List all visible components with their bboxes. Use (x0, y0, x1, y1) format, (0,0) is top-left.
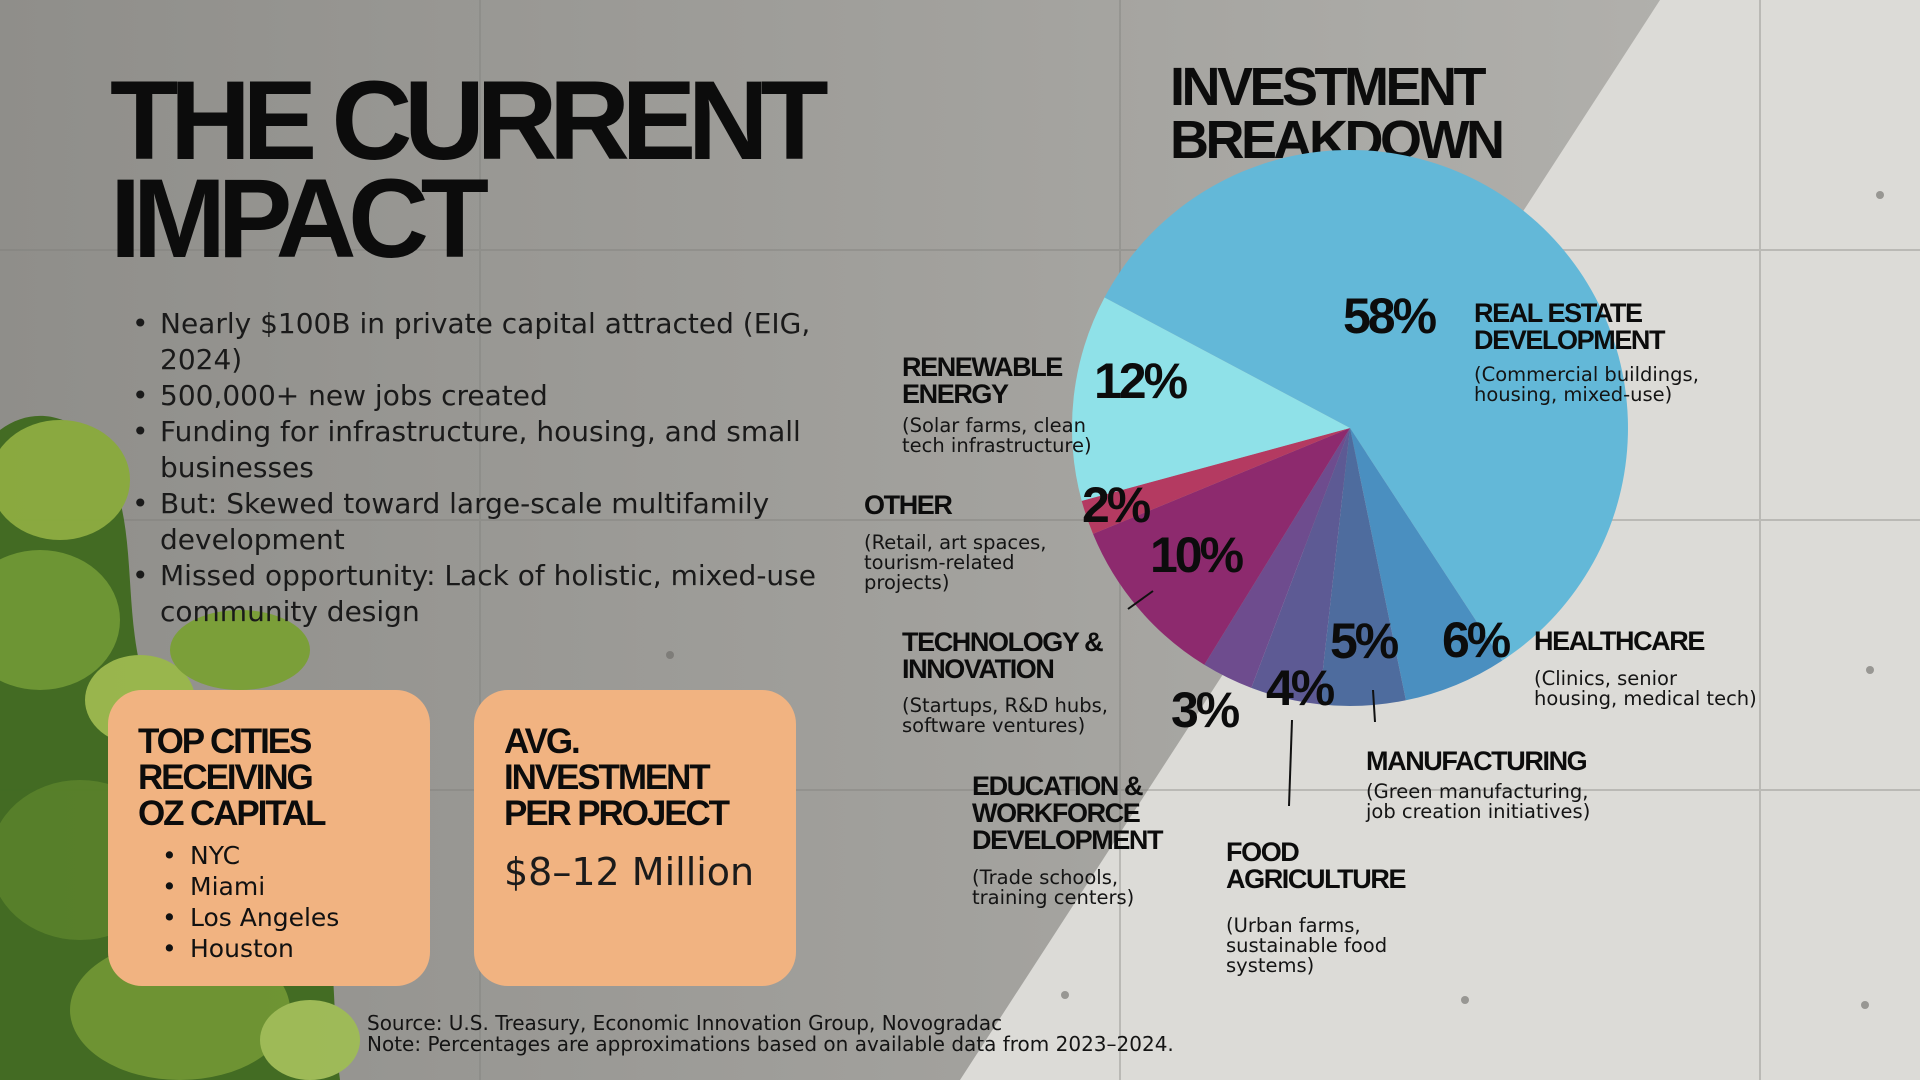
slice-label: REAL ESTATE (1474, 298, 1642, 328)
card-title-line: RECEIVING (138, 758, 314, 797)
slice-percent: 4% (1266, 660, 1335, 716)
slice-label: OTHER (864, 490, 952, 520)
slice-description: tech infrastructure) (902, 434, 1092, 457)
slice-label: EDUCATION & (972, 771, 1143, 801)
slice-description: systems) (1226, 954, 1314, 977)
slice-description: (Green manufacturing, (1366, 780, 1588, 803)
pie-slices (1071, 149, 1628, 707)
leader-line (1372, 689, 1376, 723)
note-line: Note: Percentages are approximations bas… (367, 1032, 1174, 1056)
pie-slice (1071, 297, 1350, 501)
city-item: Miami (162, 871, 339, 902)
bullet-item: Nearly $100B in private capital attracte… (128, 306, 888, 378)
city-item: Los Angeles (162, 902, 339, 933)
impact-bullet-list: Nearly $100B in private capital attracte… (128, 306, 888, 630)
slice-description: (Startups, R&D hubs, (902, 694, 1108, 717)
slice-description: training centers) (972, 886, 1134, 909)
card-title-line: INVESTMENT (504, 758, 711, 797)
slice-label: INNOVATION (902, 654, 1054, 684)
city-item: Houston (162, 933, 339, 964)
title-line: THE CURRENT (110, 58, 829, 183)
pie-slice (1093, 428, 1350, 665)
cities-list: NYC Miami Los Angeles Houston (162, 840, 339, 964)
chart-title-line: INVESTMENT (1170, 57, 1487, 117)
source-note: Source: U.S. Treasury, Economic Innovati… (367, 1013, 1174, 1055)
slice-description: sustainable food (1226, 934, 1387, 957)
slice-label: MANUFACTURING (1366, 746, 1587, 776)
slice-description: projects) (864, 571, 949, 594)
top-cities-title: TOP CITIES RECEIVING OZ CAPITAL (138, 722, 326, 833)
slice-description: (Trade schools, (972, 866, 1118, 889)
pie-slice (1081, 428, 1350, 534)
slice-description: (Commercial buildings, (1474, 363, 1699, 386)
pie-slice (1319, 428, 1406, 707)
pie-slice (1350, 428, 1503, 701)
avg-investment-card: AVG. INVESTMENT PER PROJECT $8–12 Millio… (474, 690, 796, 986)
slice-label: DEVELOPMENT (972, 825, 1164, 855)
leader-lines (1127, 590, 1376, 807)
slice-percent: 5% (1330, 613, 1399, 669)
chart-title: INVESTMENT BREAKDOWN (1170, 57, 1505, 170)
slice-description: (Clinics, senior (1534, 667, 1678, 690)
card-title-line: TOP CITIES (138, 722, 312, 761)
slice-description: (Urban farms, (1226, 914, 1361, 937)
slice-label: WORKFORCE (972, 798, 1140, 828)
pie-slice (1204, 428, 1350, 688)
leader-line (1288, 719, 1293, 807)
slice-percent: 12% (1094, 353, 1188, 409)
page-title: THE CURRENT IMPACT (110, 65, 829, 275)
slice-label: HEALTHCARE (1534, 626, 1704, 656)
leader-line (1127, 590, 1154, 610)
slice-label: DEVELOPMENT (1474, 325, 1666, 355)
slice-percent: 10% (1150, 527, 1244, 583)
slice-label: ENERGY (902, 379, 1009, 409)
slice-description: housing, mixed-use) (1474, 383, 1672, 406)
slice-percent: 3% (1171, 682, 1240, 738)
avg-investment-title: AVG. INVESTMENT PER PROJECT (504, 722, 730, 833)
city-item: NYC (162, 840, 339, 871)
slice-description: job creation initiatives) (1365, 800, 1590, 823)
slice-percent: 58% (1343, 288, 1437, 344)
slice-label: AGRICULTURE (1226, 864, 1405, 894)
slice-description: software ventures) (902, 714, 1085, 737)
bullet-item: Missed opportunity: Lack of holistic, mi… (128, 558, 888, 630)
avg-investment-value: $8–12 Million (504, 850, 755, 894)
slice-label: FOOD (1226, 837, 1299, 867)
slice-percent: 2% (1082, 477, 1151, 533)
slice-label: RENEWABLE (902, 352, 1062, 382)
top-cities-card: TOP CITIES RECEIVING OZ CAPITAL NYC Miam… (108, 690, 430, 986)
source-line: Source: U.S. Treasury, Economic Innovati… (367, 1011, 1003, 1035)
slice-description: (Retail, art spaces, (864, 531, 1046, 554)
slice-label: TECHNOLOGY & (902, 627, 1103, 657)
slice-percent: 6% (1442, 612, 1511, 668)
slice-description: tourism-related (864, 551, 1015, 574)
form-tie-holes (666, 191, 1884, 1009)
card-title-line: PER PROJECT (504, 794, 730, 833)
card-title-line: AVG. (504, 722, 581, 761)
pie-slice (1251, 428, 1350, 705)
slice-description: (Solar farms, clean (902, 414, 1086, 437)
pie-slice (1104, 149, 1628, 661)
bullet-item: 500,000+ new jobs created (128, 378, 888, 414)
title-line: IMPACT (110, 156, 489, 281)
card-title-line: OZ CAPITAL (138, 794, 326, 833)
bullet-item: Funding for infrastructure, housing, and… (128, 414, 888, 486)
slice-description: housing, medical tech) (1534, 687, 1757, 710)
bullet-item: But: Skewed toward large-scale multifami… (128, 486, 888, 558)
